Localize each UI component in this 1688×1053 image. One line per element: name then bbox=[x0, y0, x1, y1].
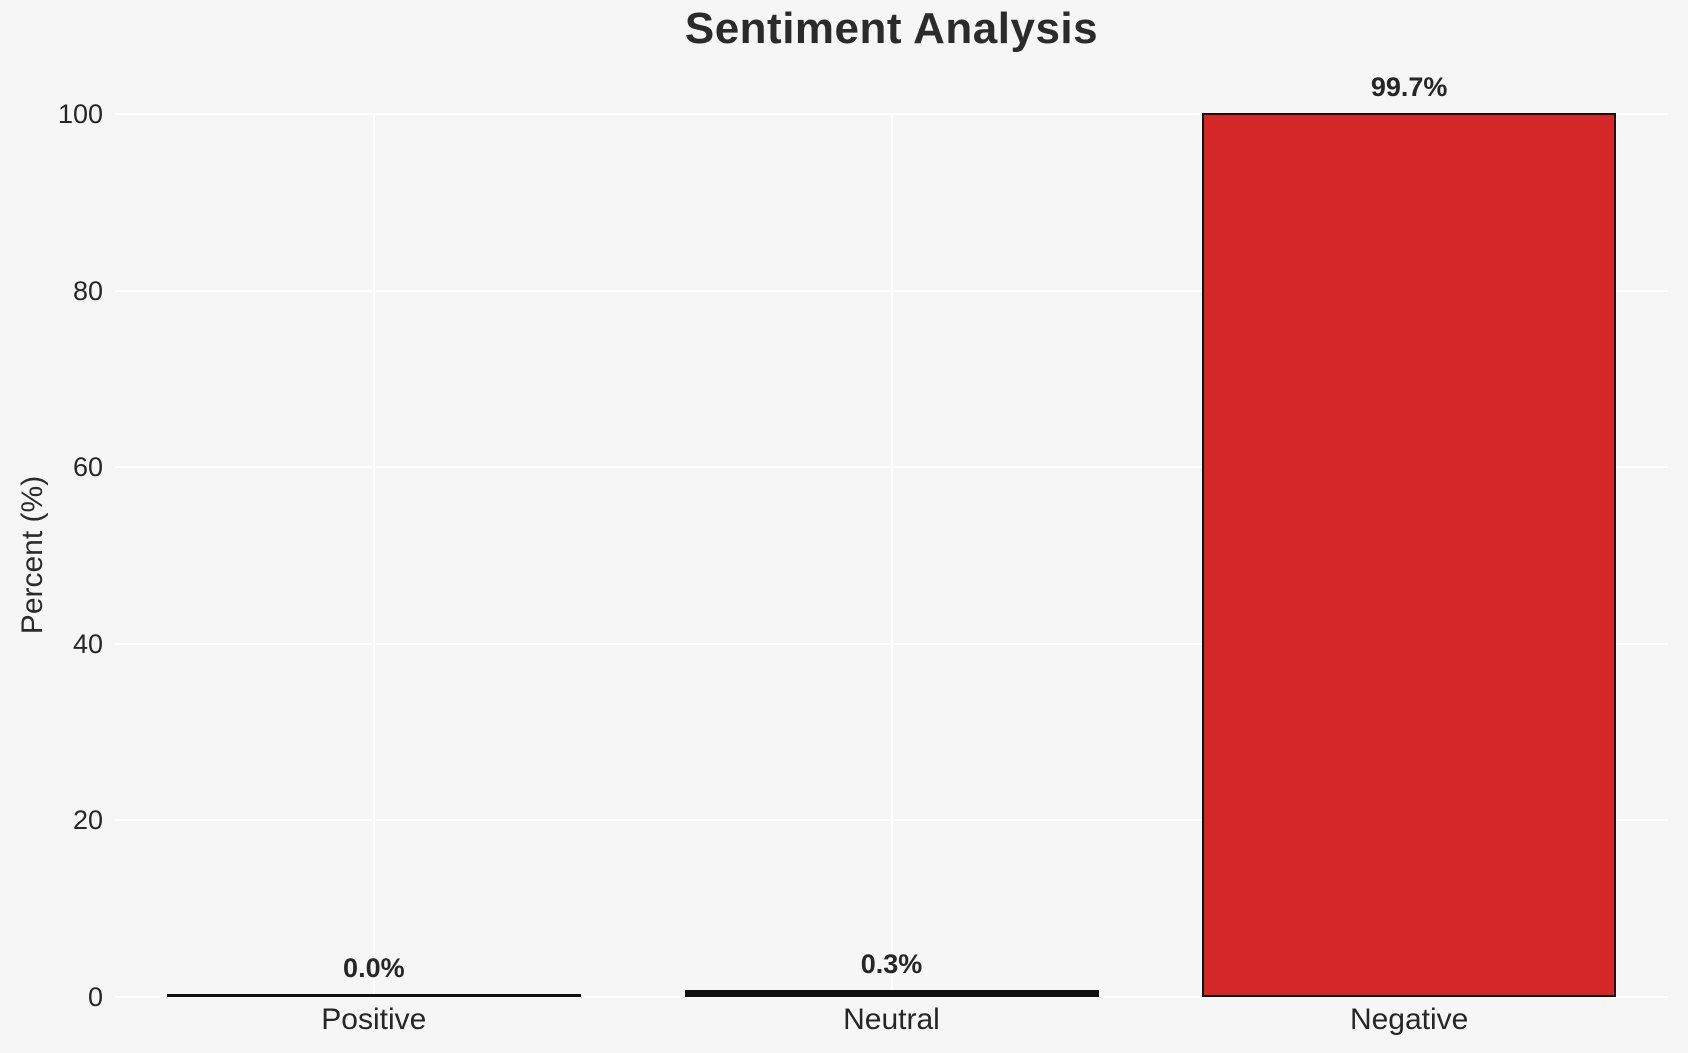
x-tick-label-negative: Negative bbox=[1349, 1003, 1469, 1036]
bar-positive bbox=[166, 994, 581, 997]
value-label-negative: 99.7% bbox=[1370, 72, 1448, 102]
x-tick-label-neutral: Neutral bbox=[843, 1003, 940, 1036]
value-label-neutral: 0.3% bbox=[860, 949, 923, 979]
y-tick-label-0: 0 bbox=[87, 982, 103, 1012]
y-axis-label: Percent (%) bbox=[16, 475, 49, 635]
gridline-v-neutral bbox=[890, 114, 893, 997]
chart-title: Sentiment Analysis bbox=[684, 4, 1099, 53]
y-tick-label-20: 20 bbox=[72, 805, 103, 836]
y-tick-label-60: 60 bbox=[72, 452, 103, 483]
gridline-v-positive bbox=[372, 114, 375, 997]
y-tick-label-80: 80 bbox=[72, 275, 103, 306]
x-tick-label-positive: Positive bbox=[321, 1003, 427, 1036]
plot-area bbox=[115, 113, 1668, 998]
y-tick-label-40: 40 bbox=[72, 628, 103, 659]
gridline-h-0 bbox=[115, 996, 1668, 998]
bar-negative bbox=[1202, 113, 1617, 997]
bar-neutral bbox=[684, 990, 1099, 997]
value-label-positive: 0.0% bbox=[343, 953, 405, 983]
y-tick-label-100: 100 bbox=[57, 99, 103, 129]
